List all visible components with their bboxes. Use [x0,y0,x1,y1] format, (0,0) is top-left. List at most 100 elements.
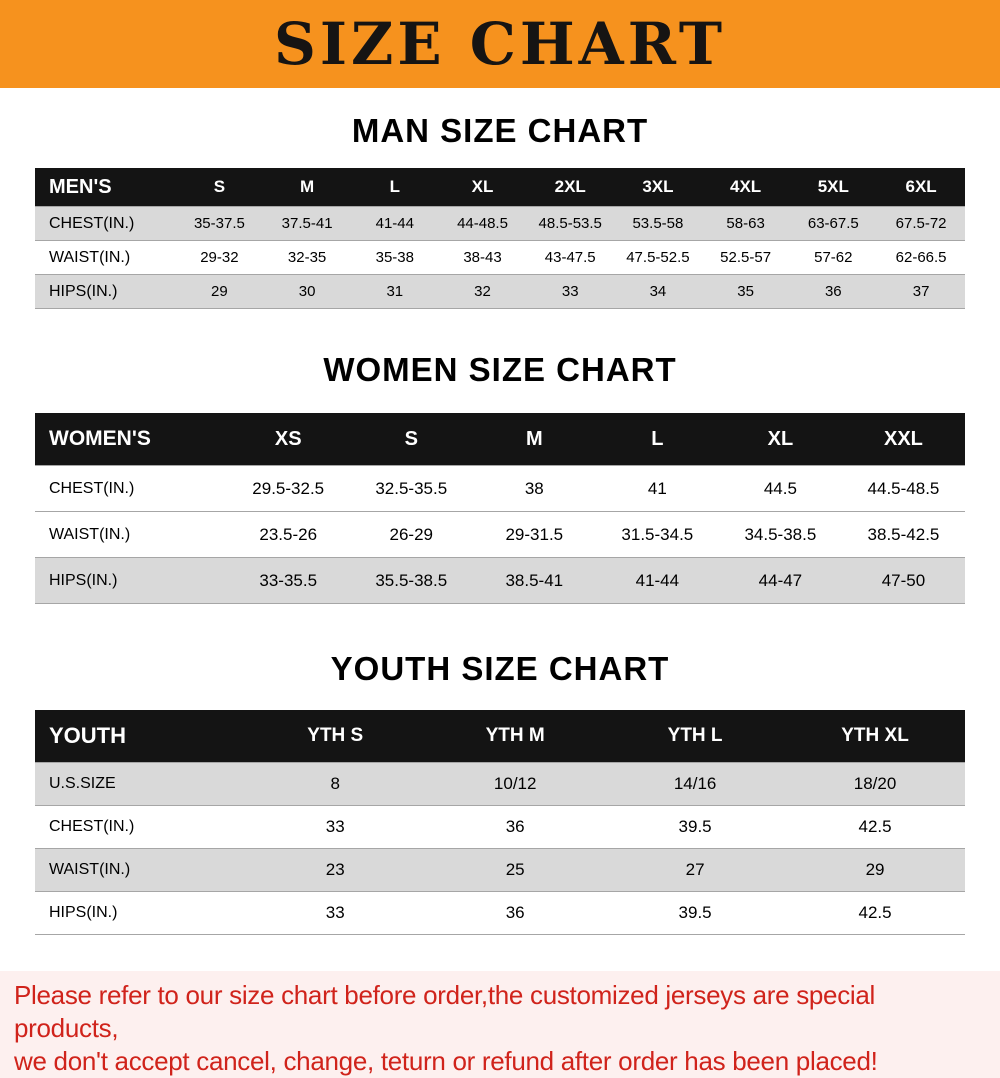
header-row: YOUTH YTH S YTH M YTH L YTH XL [35,710,965,763]
page-title: SIZE CHART [273,10,727,78]
size-header-cell: YTH L [605,710,786,763]
size-value-cell: 38.5-42.5 [841,511,965,558]
size-header-cell: M [263,168,351,207]
size-value-cell: 36 [425,891,606,935]
header-row: WOMEN'S XS S M L XL XXL [35,413,965,466]
youth-section-heading: YOUTH SIZE CHART [330,650,670,687]
size-header-cell: YTH M [425,710,606,763]
womens-section: WOMEN SIZE CHART WOMEN'S XS S M L XL XXL CHEST(… [0,351,1000,604]
size-value-cell: 27 [605,848,786,892]
size-header-cell: XL [438,168,527,207]
size-value-cell: 38 [472,465,596,512]
size-value-cell: 30 [263,274,351,309]
size-value-cell: 62-66.5 [877,240,965,275]
size-value-cell: 52.5-57 [701,240,790,275]
size-value-cell: 41-44 [350,206,439,241]
size-value-cell: 29 [785,848,965,892]
size-value-cell: 47-50 [841,557,965,604]
size-value-cell: 29-32 [175,240,264,275]
womens-section-heading: WOMEN SIZE CHART [323,351,677,388]
table-title-cell: MEN'S [35,168,176,207]
header-row: MEN'S S M L XL 2XL 3XL 4XL 5XL 6XL [35,168,965,207]
table-row: CHEST(IN.) 29.5-32.5 32.5-35.5 38 41 44.5 44.5… [35,465,965,512]
measurement-label-cell: U.S.SIZE [35,762,246,806]
table-row: HIPS(IN.) 33-35.5 35.5-38.5 38.5-41 41-44 44-… [35,557,965,604]
size-value-cell: 35-38 [350,240,439,275]
size-value-cell: 26-29 [349,511,473,558]
measurement-label-cell: HIPS(IN.) [35,557,227,604]
title-banner: SIZE CHART [0,0,1000,88]
youth-size-table: YOUTH YTH S YTH M YTH L YTH XL U.S.SIZE 8 10/12… [35,710,965,935]
size-value-cell: 58-63 [701,206,790,241]
size-value-cell: 23.5-26 [226,511,350,558]
size-value-cell: 57-62 [789,240,878,275]
size-header-cell: XS [226,413,350,466]
size-value-cell: 31.5-34.5 [595,511,719,558]
size-header-cell: S [349,413,473,466]
size-value-cell: 67.5-72 [877,206,965,241]
size-header-cell: L [350,168,439,207]
measurement-label-cell: CHEST(IN.) [35,206,176,241]
footer-note-line2: we don't accept cancel, change, teturn o… [14,1046,878,1076]
size-value-cell: 29-31.5 [472,511,596,558]
size-value-cell: 23 [245,848,426,892]
size-value-cell: 44-48.5 [438,206,527,241]
size-value-cell: 47.5-52.5 [614,240,702,275]
size-value-cell: 18/20 [785,762,965,806]
size-value-cell: 44.5-48.5 [841,465,965,512]
size-value-cell: 33 [245,891,426,935]
table-row: CHEST(IN.) 35-37.5 37.5-41 41-44 44-48.5 48.5… [35,206,965,241]
footer-note: Please refer to our size chart before or… [0,971,1000,1078]
size-value-cell: 43-47.5 [526,240,615,275]
table-row: HIPS(IN.) 29 30 31 32 33 34 35 36 37 [35,274,965,309]
size-value-cell: 39.5 [605,891,786,935]
size-value-cell: 44-47 [718,557,842,604]
size-value-cell: 35.5-38.5 [349,557,473,604]
measurement-label-cell: WAIST(IN.) [35,848,246,892]
size-value-cell: 32-35 [263,240,351,275]
size-value-cell: 37.5-41 [263,206,351,241]
size-header-cell: 4XL [701,168,790,207]
measurement-label-cell: HIPS(IN.) [35,274,176,309]
size-value-cell: 41-44 [595,557,719,604]
size-header-cell: XL [718,413,842,466]
size-value-cell: 29 [175,274,264,309]
size-value-cell: 48.5-53.5 [526,206,615,241]
size-value-cell: 42.5 [785,805,965,849]
size-header-cell: XXL [841,413,965,466]
size-value-cell: 33-35.5 [226,557,350,604]
size-header-cell: 5XL [789,168,878,207]
size-value-cell: 25 [425,848,606,892]
footer-note-line1: Please refer to our size chart before or… [14,980,876,1043]
size-header-cell: S [175,168,264,207]
mens-size-table: MEN'S S M L XL 2XL 3XL 4XL 5XL 6XL CHEST(IN.) 35-37… [35,168,965,309]
size-value-cell: 34 [614,274,702,309]
size-value-cell: 37 [877,274,965,309]
size-value-cell: 35-37.5 [175,206,264,241]
size-value-cell: 34.5-38.5 [718,511,842,558]
size-value-cell: 39.5 [605,805,786,849]
table-title-cell: WOMEN'S [35,413,227,466]
size-value-cell: 14/16 [605,762,786,806]
table-row: HIPS(IN.) 33 36 39.5 42.5 [35,891,965,935]
size-value-cell: 36 [789,274,878,309]
mens-section-heading: MAN SIZE CHART [351,112,649,149]
size-value-cell: 41 [595,465,719,512]
size-header-cell: 2XL [526,168,615,207]
size-value-cell: 10/12 [425,762,606,806]
table-row: WAIST(IN.) 23 25 27 29 [35,848,965,892]
size-header-cell: YTH S [245,710,426,763]
size-value-cell: 8 [245,762,426,806]
size-value-cell: 35 [701,274,790,309]
size-value-cell: 31 [350,274,439,309]
size-value-cell: 36 [425,805,606,849]
measurement-label-cell: WAIST(IN.) [35,240,176,275]
table-title-cell: YOUTH [35,710,246,763]
size-header-cell: 3XL [614,168,702,207]
table-row: WAIST(IN.) 23.5-26 26-29 29-31.5 31.5-34.5 34… [35,511,965,558]
measurement-label-cell: HIPS(IN.) [35,891,246,935]
size-value-cell: 33 [245,805,426,849]
table-row: U.S.SIZE 8 10/12 14/16 18/20 [35,762,965,806]
size-value-cell: 33 [526,274,615,309]
youth-section: YOUTH SIZE CHART YOUTH YTH S YTH M YTH L YTH… [0,650,1000,935]
